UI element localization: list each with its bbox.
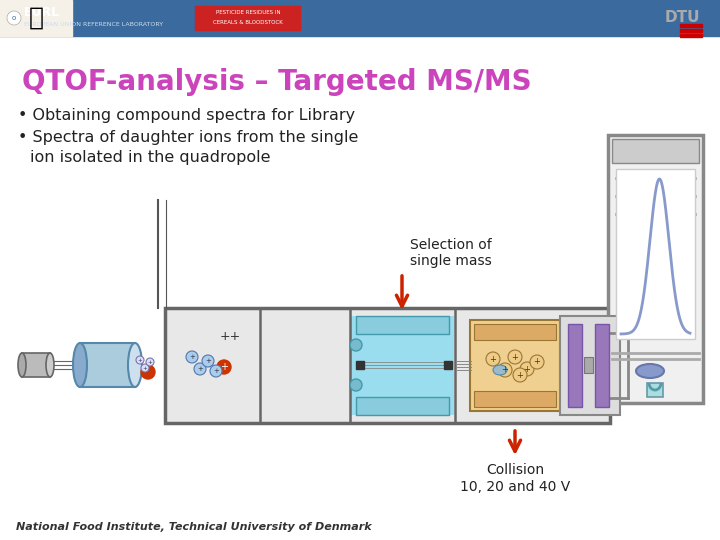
Circle shape [141, 365, 155, 379]
Text: ++: ++ [220, 330, 240, 343]
Bar [356, 361, 364, 369]
Text: +: + [516, 370, 523, 380]
Circle shape [513, 368, 527, 382]
Text: • Spectra of daughter ions from the single: • Spectra of daughter ions from the sing… [18, 130, 359, 145]
Text: +: + [523, 364, 531, 374]
Text: • Obtaining compound spectra for Library: • Obtaining compound spectra for Library [18, 108, 355, 123]
Ellipse shape [493, 365, 507, 375]
Text: +: + [502, 366, 508, 375]
Bar [608, 135, 703, 403]
Text: CEREALS & BLOODSTOCK: CEREALS & BLOODSTOCK [213, 20, 283, 25]
Ellipse shape [73, 343, 87, 387]
Ellipse shape [18, 353, 26, 377]
Text: +: + [512, 353, 518, 361]
Circle shape [530, 355, 544, 369]
Circle shape [141, 364, 149, 372]
Text: +: + [534, 357, 541, 367]
Circle shape [498, 363, 512, 377]
Circle shape [202, 355, 214, 367]
Text: +: + [205, 358, 211, 364]
Text: +: + [189, 354, 195, 360]
Text: +: + [213, 368, 219, 374]
Text: PESTICIDE RESIDUES IN: PESTICIDE RESIDUES IN [216, 10, 280, 15]
Bar [444, 361, 452, 369]
Circle shape [520, 362, 534, 376]
Text: +: + [143, 366, 148, 370]
Circle shape [350, 339, 362, 351]
Bar [612, 139, 699, 163]
Circle shape [486, 352, 500, 366]
Circle shape [7, 11, 21, 25]
Text: DTU: DTU [665, 10, 700, 25]
Bar [680, 29, 702, 32]
Circle shape [350, 379, 362, 391]
Bar [568, 324, 582, 407]
Bar [356, 316, 449, 334]
Text: +: + [490, 354, 496, 363]
Text: +: + [220, 362, 228, 372]
Bar [0, 0, 72, 36]
Text: EUROPEAN UNION REFERENCE LABORATORY: EUROPEAN UNION REFERENCE LABORATORY [24, 22, 163, 26]
Ellipse shape [128, 343, 142, 387]
Bar [80, 343, 135, 387]
Bar [680, 34, 702, 37]
Circle shape [186, 351, 198, 363]
Bar [595, 324, 609, 407]
Text: 🌾: 🌾 [29, 6, 43, 30]
Text: National Food Institute, Technical University of Denmark: National Food Institute, Technical Unive… [16, 522, 372, 532]
Bar [22, 353, 50, 377]
Circle shape [217, 360, 231, 374]
Text: Collision: Collision [486, 463, 544, 477]
Bar [647, 383, 663, 397]
Ellipse shape [636, 364, 664, 378]
Bar [195, 6, 300, 30]
Text: +: + [148, 360, 153, 365]
Ellipse shape [46, 353, 54, 377]
Text: EURL: EURL [24, 5, 60, 18]
Bar [0, 0, 720, 36]
Circle shape [136, 356, 144, 364]
Text: ion isolated in the quadropole: ion isolated in the quadropole [30, 150, 271, 165]
Circle shape [146, 358, 154, 366]
Bar [616, 169, 695, 339]
Circle shape [210, 365, 222, 377]
Bar [560, 316, 620, 415]
Text: Selection of
single mass: Selection of single mass [410, 238, 492, 268]
Bar [356, 397, 449, 415]
Bar [351, 316, 454, 415]
Text: QTOF-analysis – Targeted MS/MS: QTOF-analysis – Targeted MS/MS [22, 68, 531, 96]
Text: +: + [197, 366, 203, 372]
Circle shape [194, 363, 206, 375]
Circle shape [508, 350, 522, 364]
Text: o: o [12, 15, 16, 21]
Bar [474, 391, 556, 407]
Bar [165, 308, 610, 423]
Text: 10, 20 and 40 V: 10, 20 and 40 V [460, 480, 570, 494]
Bar [680, 24, 702, 27]
Bar [584, 357, 593, 373]
Bar [470, 320, 560, 411]
Text: +: + [138, 357, 143, 362]
Bar [474, 324, 556, 340]
